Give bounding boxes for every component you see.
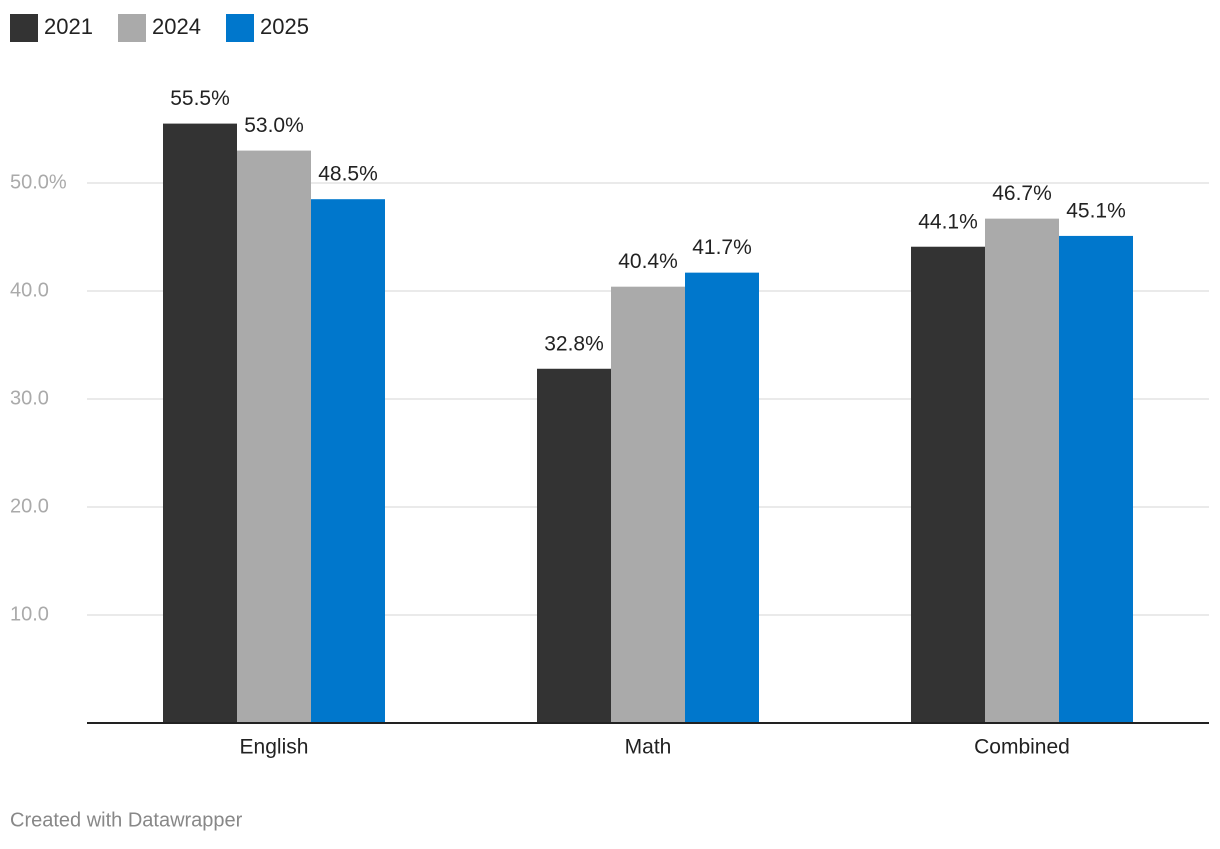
legend-swatch <box>10 14 38 42</box>
y-tick-label: 40.0 <box>10 279 49 301</box>
bar <box>911 246 985 723</box>
legend-label: 2024 <box>152 14 201 39</box>
bar <box>1059 235 1133 724</box>
value-label: 46.7% <box>992 182 1052 205</box>
x-tick-label: Math <box>625 736 672 759</box>
bar <box>237 150 311 724</box>
legend-swatch <box>226 14 254 42</box>
legend-label: 2021 <box>44 14 93 39</box>
legend-swatch <box>118 14 146 42</box>
value-label: 40.4% <box>618 250 678 273</box>
y-tick-label: 10.0 <box>10 603 49 625</box>
value-label: 41.7% <box>692 236 752 259</box>
legend-label: 2025 <box>260 14 309 39</box>
value-label: 48.5% <box>318 163 378 186</box>
footer: Created with Datawrapper <box>10 809 243 831</box>
value-label: 32.8% <box>544 332 604 355</box>
bar <box>163 123 237 724</box>
bar <box>537 368 611 723</box>
y-tick-label: 30.0 <box>10 387 49 409</box>
value-label: 55.5% <box>170 87 230 110</box>
x-tick-label: English <box>240 736 309 759</box>
value-label: 45.1% <box>1066 199 1126 222</box>
y-tick-label: 50.0% <box>10 171 67 193</box>
bar <box>311 199 385 723</box>
y-tick-label: 20.0 <box>10 495 49 517</box>
bar <box>985 218 1059 723</box>
x-tick-label: Combined <box>974 736 1070 759</box>
value-label: 53.0% <box>244 114 304 137</box>
bar <box>611 286 685 723</box>
value-label: 44.1% <box>918 210 978 233</box>
bar <box>685 272 759 723</box>
